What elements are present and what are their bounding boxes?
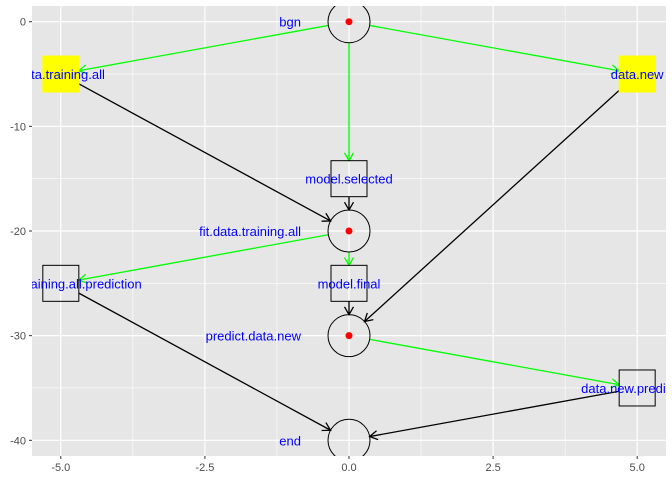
plot-layer: bgn data.training.all data.new model.select… (0, 6, 672, 456)
transition-square (330, 264, 368, 302)
node-model-selected (330, 160, 368, 198)
node-label-bgn: bgn (279, 15, 301, 30)
y-tick-label: -30 (10, 331, 26, 343)
y-tick-label: 0 (20, 17, 26, 29)
node-label-end: end (279, 433, 301, 448)
place-circle (327, 209, 371, 253)
node-label-data-new: data.new (611, 67, 664, 82)
node-label-data-new-prediction: data.new.prediction (581, 381, 672, 396)
x-axis: -5.0 -2.5 0.0 2.5 5.0 (51, 456, 645, 474)
node-end (327, 418, 371, 456)
x-tick-label: -2.5 (195, 462, 214, 474)
edge-line (78, 83, 331, 222)
node-fit-data-training-all-prediction (42, 264, 80, 302)
node-bgn (327, 6, 371, 44)
edge-line (369, 338, 620, 386)
node-data-new (618, 55, 656, 93)
node-predict-data-new (327, 314, 371, 358)
y-tick-label: -40 (10, 435, 26, 447)
transition-square (42, 55, 80, 93)
y-tick-label: -20 (10, 226, 26, 238)
place-circle (327, 418, 371, 456)
node-label-fit-data-training-all: fit.data.training.all (199, 224, 301, 239)
x-tick-label: 0.0 (341, 462, 356, 474)
edge-line (364, 89, 620, 323)
transition-square (330, 160, 368, 198)
y-tick-label: -10 (10, 121, 26, 133)
x-tick-label: 2.5 (485, 462, 500, 474)
node-fit-data-training-all (327, 209, 371, 253)
transition-square (618, 55, 656, 93)
place-circle (327, 6, 371, 44)
edge-layer (77, 24, 621, 441)
transition-square (42, 264, 80, 302)
node-layer (42, 6, 656, 456)
node-data-training-all (42, 55, 80, 93)
place-circle (327, 314, 371, 358)
node-label-data-training-all: data.training.all (17, 67, 105, 82)
edge-line (369, 24, 620, 72)
edge-line (78, 234, 329, 281)
node-label-fit-data-training-all-prediction: fit.data.training.all.prediction (0, 276, 142, 291)
x-tick-label: 5.0 (630, 462, 645, 474)
node-data-new-prediction (618, 369, 656, 407)
token-dot (345, 332, 353, 340)
node-label-model-selected: model.selected (305, 172, 392, 187)
label-layer: bgn data.training.all data.new model.select… (0, 15, 672, 449)
edge-line (369, 390, 620, 438)
token-dot (345, 227, 353, 235)
node-label-model-final: model.final (318, 276, 381, 291)
edge-line (78, 292, 331, 431)
y-axis: 0 -10 -20 -30 -40 (10, 17, 32, 447)
transition-square (618, 369, 656, 407)
node-label-predict-data-new: predict.data.new (206, 329, 302, 344)
node-model-final (330, 264, 368, 302)
edge-line (78, 24, 329, 72)
token-dot (345, 18, 353, 26)
x-tick-label: -5.0 (51, 462, 70, 474)
